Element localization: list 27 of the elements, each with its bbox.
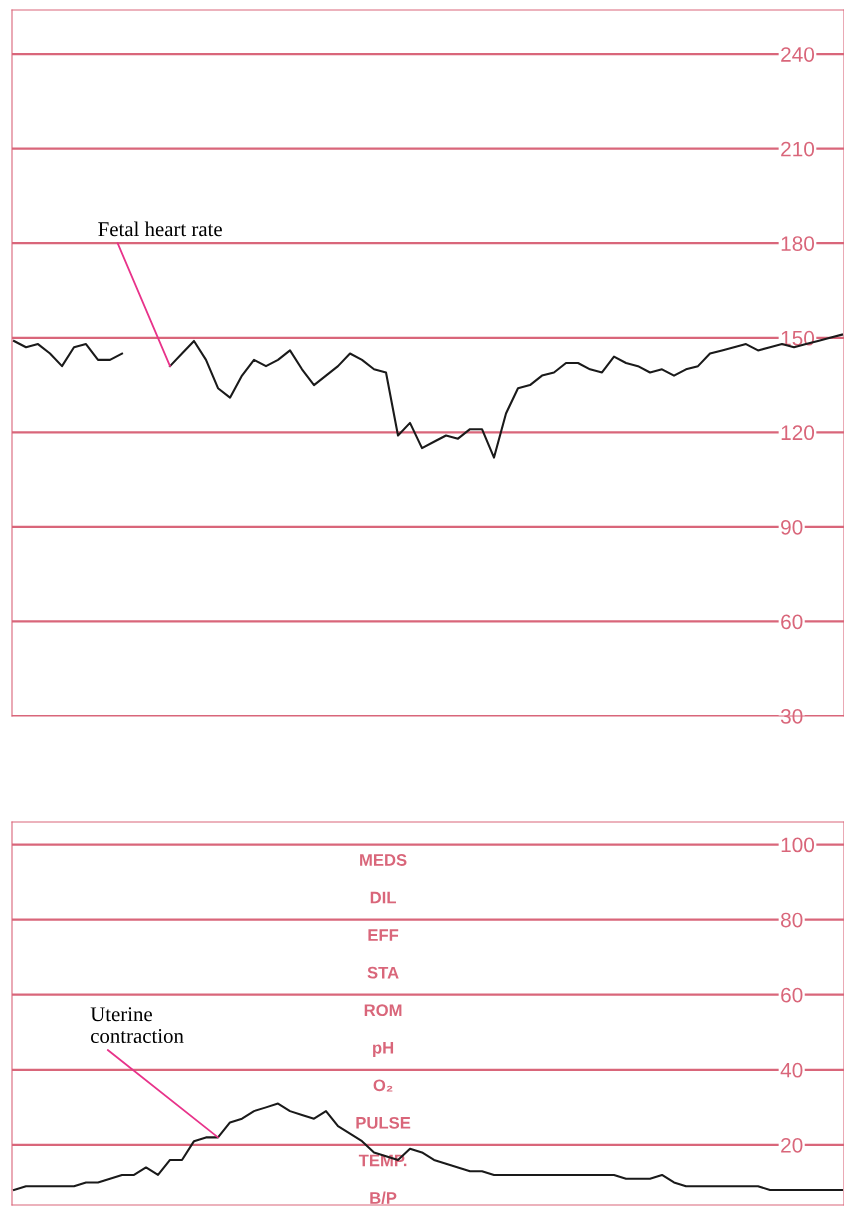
annotation: TEMP. [358,1154,407,1167]
y-tick-label: 80 [781,912,803,928]
line-series [12,1102,844,1192]
y-tick-label: 210 [781,141,815,157]
y-tick-label: 30 [780,709,803,724]
y-tick-label: 60 [781,987,803,1003]
annotation: STA [367,966,399,979]
annotation: Fetal heart rate [98,221,222,237]
annotation: Uterine contraction [90,1007,184,1044]
y-tick-label: 20 [781,1137,803,1153]
y-tick-label: 240 [781,47,815,62]
annotation: pH [373,1042,394,1057]
annotation: O₂ [373,1079,393,1092]
annotation: MEDS [360,854,407,866]
annotation: PULSE [356,1116,411,1129]
y-tick-label: 60 [781,614,803,630]
y-tick-label: 40 [780,1062,803,1078]
y-tick-label: 100 [781,837,815,853]
y-tick-label: 180 [781,236,815,251]
line-series [12,339,124,368]
annotation: EFF [368,929,399,941]
y-tick-label: 90 [781,519,803,535]
annotation: B/P [370,1191,397,1205]
annotation: DIL [370,891,396,904]
y-tick-label: 120 [781,425,815,441]
annotation: ROM [364,1004,402,1017]
y-tick-label: 150 [781,330,815,346]
